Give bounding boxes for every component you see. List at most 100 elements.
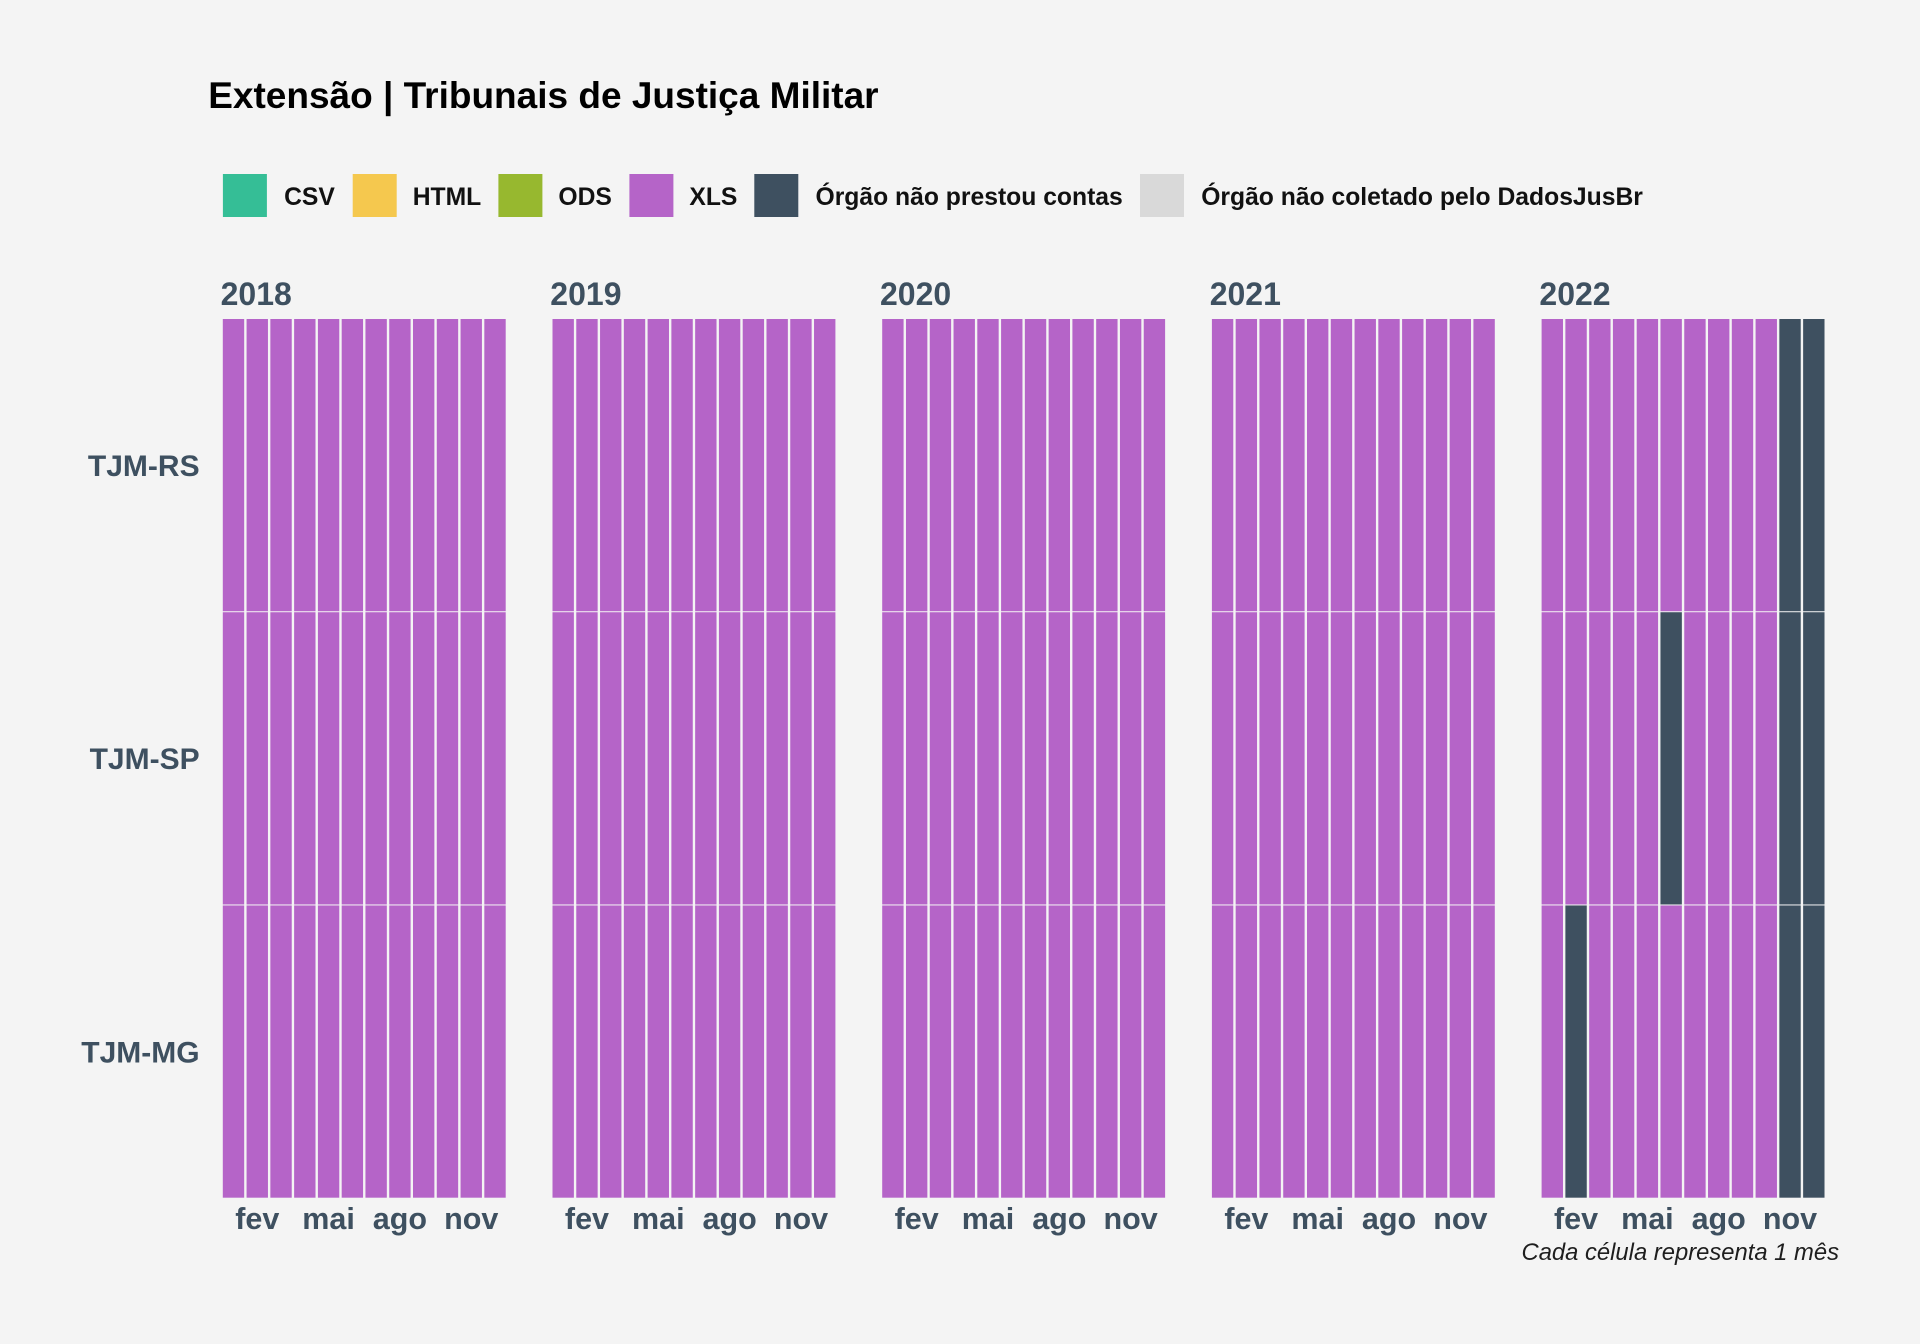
cell-2019-tjm-sp-m01 — [552, 612, 574, 905]
cell-2021-tjm-rs-m06 — [1330, 319, 1353, 612]
cell-2019-tjm-sp-m07 — [695, 612, 717, 905]
cell-2022-tjm-rs-m05 — [1636, 319, 1659, 612]
cell-2022-tjm-sp-m06 — [1660, 612, 1682, 905]
cell-2020-tjm-sp-m02 — [905, 612, 928, 905]
cell-2019-tjm-sp-m12 — [814, 612, 836, 905]
cell-2019-tjm-mg-m02 — [576, 905, 598, 1198]
cell-2021-tjm-sp-m07 — [1354, 612, 1376, 905]
x-tick-label-2018-nov: nov — [444, 1202, 498, 1236]
x-tick-label-2022-nov: nov — [1763, 1202, 1817, 1236]
cell-2021-tjm-rs-m08 — [1378, 319, 1400, 612]
cell-2018-tjm-rs-m03 — [270, 319, 292, 612]
cell-2021-tjm-rs-m07 — [1354, 319, 1376, 612]
cell-2021-tjm-sp-m10 — [1425, 612, 1448, 905]
panel-2022: 2022 fev mai ago nov — [1539, 276, 1825, 1236]
row-label-tjm-rs: TJM-RS — [88, 450, 200, 483]
cell-2018-tjm-rs-m10 — [436, 319, 459, 612]
cell-2019-tjm-rs-m04 — [623, 319, 646, 612]
cell-2019-tjm-sp-m02 — [576, 612, 598, 905]
cell-2019-tjm-rs-m02 — [576, 319, 598, 612]
cell-2021-tjm-mg-m02 — [1235, 905, 1258, 1198]
legend-label-csv: CSV — [284, 184, 335, 211]
cell-2022-tjm-rs-m07 — [1684, 319, 1706, 612]
legend-swatch-nao-prestou-contas — [754, 174, 799, 217]
cell-2021-tjm-mg-m04 — [1283, 905, 1305, 1198]
cell-2019-tjm-sp-m06 — [671, 612, 693, 905]
legend-item-csv: CSV — [222, 174, 335, 217]
cell-2021-tjm-sp-m11 — [1449, 612, 1472, 905]
panel-2021: 2021 fev mai ago nov — [1210, 276, 1495, 1236]
cell-2020-tjm-rs-m03 — [929, 319, 952, 612]
cell-2021-tjm-mg-m11 — [1449, 905, 1472, 1198]
cell-2022-tjm-rs-m10 — [1755, 319, 1777, 612]
legend-label-nao-coletado: Órgão não coletado pelo DadosJusBr — [1201, 183, 1643, 211]
legend-item-html: HTML — [352, 174, 481, 217]
cell-2020-tjm-sp-m05 — [977, 612, 999, 905]
cell-2021-tjm-sp-m04 — [1283, 612, 1305, 905]
cell-2020-tjm-rs-m04 — [953, 319, 975, 612]
panel-2019: 2019 fev mai ago nov — [550, 276, 836, 1236]
caption: Cada célula representa 1 mês — [1522, 1239, 1840, 1266]
cell-2020-tjm-rs-m02 — [905, 319, 928, 612]
cell-2018-tjm-mg-m07 — [365, 905, 387, 1198]
legend-label-ods: ODS — [558, 184, 612, 211]
cell-2022-tjm-mg-m12 — [1803, 905, 1825, 1198]
cell-2021-tjm-sp-m05 — [1307, 612, 1329, 905]
cell-2019-tjm-mg-m07 — [695, 905, 717, 1198]
cell-2019-tjm-rs-m11 — [790, 319, 812, 612]
legend-item-xls: XLS — [629, 174, 737, 217]
cell-2018-tjm-mg-m11 — [460, 905, 482, 1198]
cell-2022-tjm-mg-m06 — [1660, 905, 1682, 1198]
cell-2019-tjm-mg-m10 — [766, 905, 788, 1198]
cell-2019-tjm-rs-m07 — [695, 319, 717, 612]
legend-swatch-csv — [222, 174, 267, 217]
cell-2021-tjm-rs-m05 — [1307, 319, 1329, 612]
cell-2022-tjm-mg-m11 — [1779, 905, 1801, 1198]
legend-swatch-xls — [629, 174, 674, 217]
cell-2018-tjm-rs-m05 — [317, 319, 340, 612]
cell-2018-tjm-rs-m04 — [294, 319, 316, 612]
cell-2022-tjm-rs-m03 — [1589, 319, 1611, 612]
cell-2018-tjm-sp-m07 — [365, 612, 387, 905]
cell-2018-tjm-sp-m06 — [341, 612, 364, 905]
chart-title: Extensão | Tribunais de Justiça Militar — [208, 75, 878, 117]
x-tick-label-2020-fev: fev — [895, 1202, 939, 1236]
cell-2018-tjm-sp-m09 — [413, 612, 435, 905]
cell-2020-tjm-mg-m07 — [1024, 905, 1047, 1198]
cell-2018-tjm-mg-m12 — [484, 905, 506, 1198]
cell-2019-tjm-rs-m03 — [600, 319, 622, 612]
cell-2021-tjm-sp-m09 — [1402, 612, 1424, 905]
cell-2022-tjm-sp-m03 — [1589, 612, 1611, 905]
cell-2021-tjm-rs-m09 — [1402, 319, 1424, 612]
x-tick-label-2022-fev: fev — [1554, 1202, 1598, 1236]
legend-label-xls: XLS — [689, 184, 737, 211]
cell-2020-tjm-mg-m05 — [977, 905, 999, 1198]
cell-2020-tjm-mg-m12 — [1143, 905, 1166, 1198]
cell-2020-tjm-rs-m06 — [1001, 319, 1023, 612]
x-tick-label-2020-mai: mai — [962, 1202, 1015, 1236]
cell-2020-tjm-mg-m06 — [1001, 905, 1023, 1198]
cell-2018-tjm-mg-m01 — [222, 905, 245, 1198]
cell-2021-tjm-rs-m02 — [1235, 319, 1258, 612]
facet-label-2021: 2021 — [1210, 276, 1281, 312]
cell-2021-tjm-sp-m03 — [1259, 612, 1281, 905]
cell-2020-tjm-sp-m07 — [1024, 612, 1047, 905]
cell-2022-tjm-mg-m09 — [1731, 905, 1754, 1198]
cell-2018-tjm-rs-m12 — [484, 319, 506, 612]
legend-item-ods: ODS — [498, 174, 612, 217]
cell-2019-tjm-rs-m08 — [718, 319, 741, 612]
cell-2018-tjm-sp-m03 — [270, 612, 292, 905]
cell-2021-tjm-mg-m10 — [1425, 905, 1448, 1198]
cell-2022-tjm-rs-m08 — [1708, 319, 1730, 612]
cell-2020-tjm-rs-m07 — [1024, 319, 1047, 612]
cell-2022-tjm-mg-m07 — [1684, 905, 1706, 1198]
cell-2018-tjm-rs-m06 — [341, 319, 364, 612]
cell-2021-tjm-rs-m11 — [1449, 319, 1472, 612]
cell-2019-tjm-mg-m06 — [671, 905, 693, 1198]
cell-2021-tjm-sp-m12 — [1473, 612, 1495, 905]
row-label-tjm-mg: TJM-MG — [81, 1036, 199, 1069]
cell-2018-tjm-rs-m11 — [460, 319, 482, 612]
cell-2019-tjm-mg-m03 — [600, 905, 622, 1198]
cell-2022-tjm-mg-m08 — [1708, 905, 1730, 1198]
